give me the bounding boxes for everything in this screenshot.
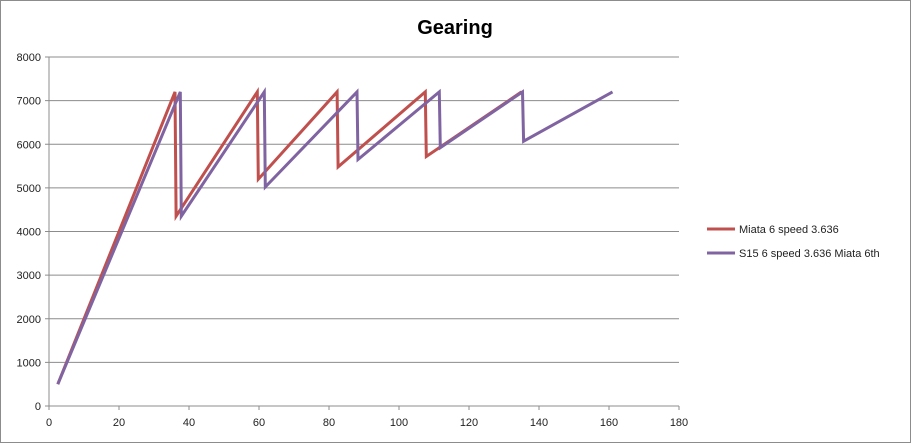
legend-label: S15 6 speed 3.636 Miata 6th <box>739 248 880 260</box>
y-tick-label: 6000 <box>17 139 41 151</box>
x-tick-label: 140 <box>530 417 548 429</box>
axes: 0 1000 2000 3000 4000 5000 6000 7000 8000 0 20 40 60… <box>17 52 689 429</box>
y-tick-label: 1000 <box>17 357 41 369</box>
y-tick-label: 7000 <box>17 96 41 108</box>
x-tick-label: 0 <box>46 417 52 429</box>
x-tick-label: 100 <box>390 417 408 429</box>
chart-title: Gearing <box>417 17 493 39</box>
y-tick-label: 8000 <box>17 52 41 64</box>
series-line-2 <box>56 87 614 385</box>
x-tick-label: 120 <box>460 417 478 429</box>
x-tick-label: 160 <box>600 417 618 429</box>
y-tick-label: 0 <box>35 401 41 413</box>
series-line-1 <box>56 86 523 385</box>
y-tick-label: 3000 <box>17 270 41 282</box>
x-tick-label: 80 <box>323 417 335 429</box>
x-tick-label: 180 <box>670 417 688 429</box>
legend: Miata 6 speed 3.636 S15 6 speed 3.636 Mia… <box>707 224 880 260</box>
y-tick-label: 2000 <box>17 314 41 326</box>
x-tick-label: 20 <box>113 417 125 429</box>
series-lines <box>56 86 614 385</box>
gridlines <box>49 56 679 363</box>
x-tick-label: 60 <box>253 417 265 429</box>
x-tick-label: 40 <box>183 417 195 429</box>
legend-label: Miata 6 speed 3.636 <box>739 224 839 236</box>
y-tick-label: 5000 <box>17 183 41 195</box>
y-tick-label: 4000 <box>17 227 41 239</box>
